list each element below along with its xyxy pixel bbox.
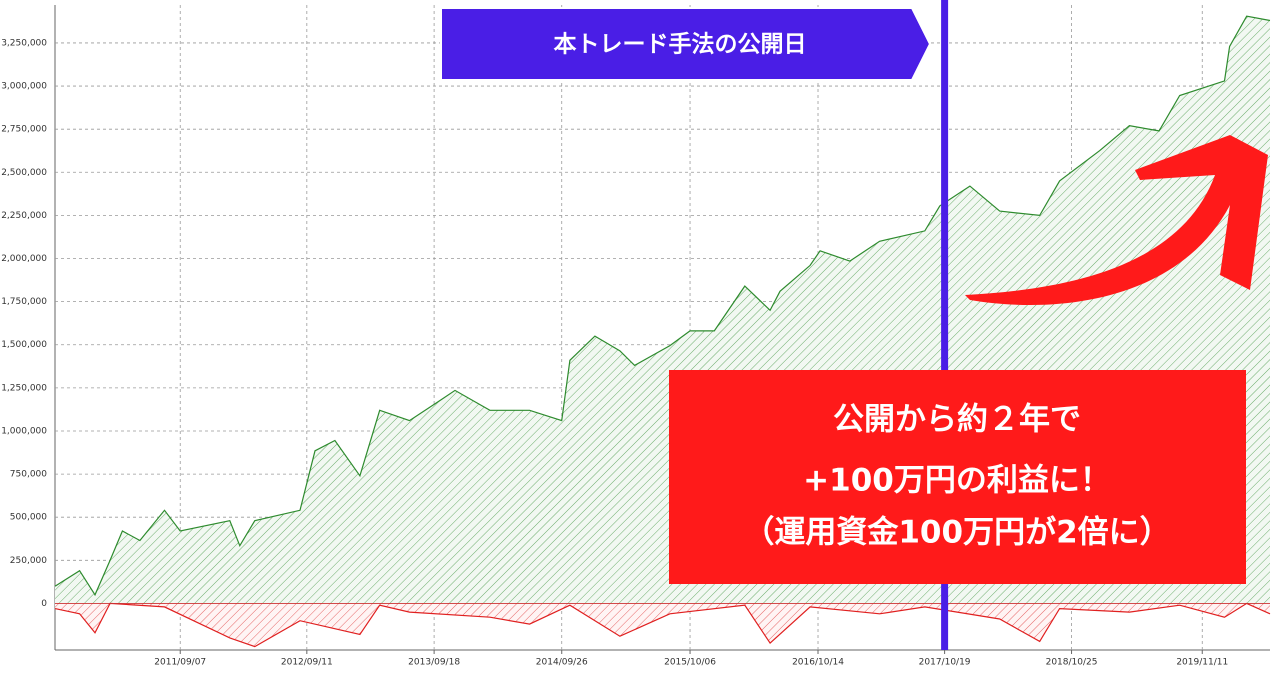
x-tick-label: 2015/10/06 [664, 658, 716, 668]
x-tick-label: 2018/10/25 [1046, 658, 1098, 668]
callout-line: （運用資金100万円が2倍に） [743, 515, 1170, 551]
arrow [965, 135, 1268, 306]
y-tick-label: 3,250,000 [1, 38, 47, 48]
y-tick-label: 250,000 [10, 556, 47, 566]
x-tick-label: 2012/09/11 [281, 658, 333, 668]
y-tick-label: 1,750,000 [1, 297, 47, 307]
x-tick-label: 2013/09/18 [408, 658, 460, 668]
banner-outline [442, 9, 929, 79]
y-tick-label: 1,250,000 [1, 383, 47, 393]
x-tick-label: 2019/11/11 [1176, 658, 1228, 668]
y-tick-label: 0 [41, 599, 47, 609]
y-tick-label: 2,250,000 [1, 211, 47, 221]
y-tick-label: 2,000,000 [1, 254, 47, 264]
callout-line: +100万円の利益に！ [803, 463, 1111, 499]
x-tick-label: 2014/09/26 [536, 658, 588, 668]
y-tick-label: 2,750,000 [1, 125, 47, 135]
x-tick-label: 2017/10/19 [919, 658, 971, 668]
area-fill [55, 603, 1270, 647]
y-tick-label: 1,500,000 [1, 340, 47, 350]
banner-text: 本トレード手法の公開日 [554, 32, 807, 58]
series-line [54, 15, 1271, 597]
callout-line: 公開から約２年で [833, 402, 1081, 438]
banner-box [440, 7, 932, 81]
y-tick-label: 1,000,000 [1, 426, 47, 436]
y-tick-label: 3,000,000 [1, 82, 47, 92]
y-tick-label: 2,500,000 [1, 168, 47, 178]
y-tick-label: 750,000 [10, 470, 47, 480]
callout-box [669, 370, 1246, 584]
x-tick-label: 2011/09/07 [154, 658, 206, 668]
x-tick-label: 2016/10/14 [792, 658, 844, 668]
y-tick-label: 500,000 [10, 513, 47, 523]
series-line [54, 602, 1271, 648]
